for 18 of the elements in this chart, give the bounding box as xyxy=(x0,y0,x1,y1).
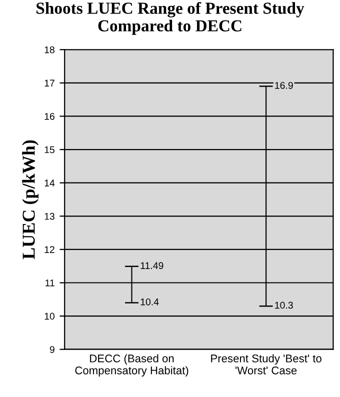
y-tick-label: 11 xyxy=(46,280,54,286)
annotation: 16.9 xyxy=(275,82,293,89)
y-tick-label: 12 xyxy=(44,246,54,253)
x-tick-label: DECC (Based on Compensatory Habitat) xyxy=(75,354,188,377)
y-tick-label: 17 xyxy=(44,80,54,86)
y-tick-label: 10 xyxy=(44,312,54,320)
y-tick-label: 18 xyxy=(44,46,54,54)
y-tick-label: 15 xyxy=(44,146,54,154)
y-tick-label: 9 xyxy=(50,346,54,353)
y-tick-label: 16 xyxy=(44,112,54,120)
chart-title: Shoots LUEC Range of Present Study Compared to DECC xyxy=(36,2,304,35)
y-axis-title: LUEC (p/kWh) xyxy=(22,140,39,260)
annotation: 11.49 xyxy=(140,262,164,270)
annotation: 10.3 xyxy=(275,302,293,309)
y-tick-label: 13 xyxy=(44,212,54,220)
x-tick-label: Present Study 'Best' to 'Worst' Case xyxy=(211,354,322,374)
annotation: 10.4 xyxy=(140,298,159,306)
y-tick-label: 14 xyxy=(44,180,55,186)
